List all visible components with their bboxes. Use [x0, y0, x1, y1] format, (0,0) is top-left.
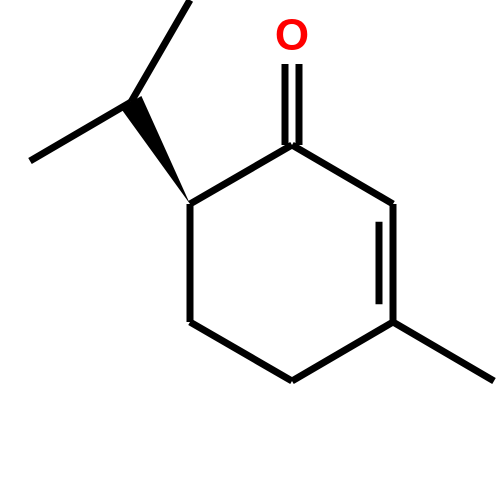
- bond-line: [190, 145, 292, 204]
- bond-line: [292, 145, 393, 204]
- molecule-diagram: O: [0, 0, 500, 500]
- wedge-bond: [121, 96, 190, 204]
- bond-line: [131, 0, 190, 102]
- bond-line: [30, 102, 131, 161]
- bond-line: [190, 322, 292, 381]
- atom-label-O: O: [275, 11, 309, 60]
- bond-line: [292, 322, 393, 381]
- bond-line: [393, 322, 494, 381]
